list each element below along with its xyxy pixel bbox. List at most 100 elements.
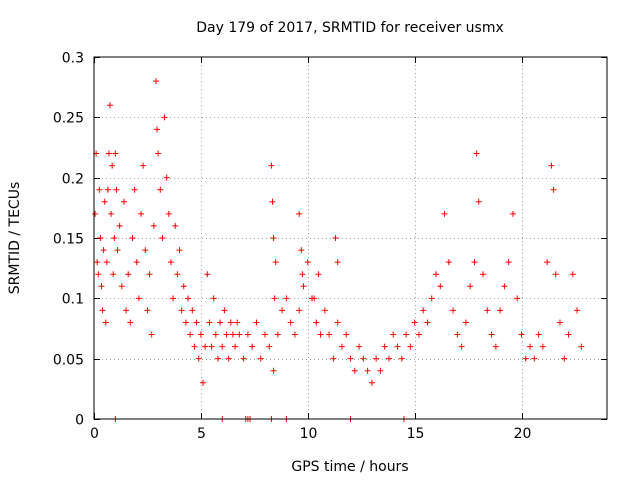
data-point	[556, 319, 563, 326]
data-point	[262, 331, 268, 338]
data-point	[223, 331, 230, 338]
data-point	[411, 319, 418, 326]
data-point	[135, 295, 142, 302]
data-point	[182, 319, 189, 326]
data-point	[488, 331, 495, 338]
data-point	[144, 307, 151, 314]
data-point	[140, 162, 147, 169]
data-point	[368, 379, 375, 386]
data-point	[176, 247, 183, 254]
y-tick-label: 0.3	[62, 51, 84, 67]
data-point	[100, 247, 107, 254]
data-point	[219, 343, 226, 350]
data-point	[240, 355, 247, 362]
data-point	[527, 343, 534, 350]
data-point	[514, 295, 521, 302]
axes: 0 5 10 15 20 0 0.05 0.1 0.15 0.2 0.25 0.3	[53, 51, 607, 442]
data-point	[445, 259, 452, 266]
data-point	[381, 343, 388, 350]
data-point	[113, 186, 120, 193]
data-point	[518, 331, 525, 338]
x-tick-label: 0	[90, 426, 99, 442]
data-point	[210, 295, 217, 302]
data-point	[398, 355, 405, 362]
data-point	[99, 307, 106, 314]
data-point	[120, 198, 127, 205]
y-tick-label: 0.2	[62, 172, 84, 188]
data-point	[174, 271, 181, 278]
data-point	[475, 198, 482, 205]
data-point	[332, 235, 339, 241]
data-point	[212, 331, 219, 338]
data-point	[108, 210, 115, 217]
data-point	[101, 198, 108, 205]
data-point	[214, 355, 221, 362]
data-point	[535, 331, 542, 338]
grid	[94, 57, 607, 419]
x-tick-label: 10	[300, 426, 318, 442]
data-point	[274, 331, 281, 338]
data-point	[98, 283, 105, 290]
data-point	[420, 307, 427, 314]
data-point	[96, 186, 103, 193]
data-point	[272, 259, 279, 266]
data-point	[221, 307, 228, 314]
data-point	[315, 271, 322, 278]
data-point	[347, 355, 354, 362]
data-point	[229, 331, 236, 338]
data-point	[394, 343, 401, 350]
data-point	[561, 355, 568, 362]
data-point	[296, 210, 303, 217]
data-point	[193, 319, 200, 326]
data-point	[253, 319, 260, 326]
x-axis-label: GPS time / hours	[291, 459, 408, 475]
data-point	[458, 343, 465, 350]
data-point	[225, 355, 232, 362]
data-point	[170, 295, 177, 302]
y-tick-label: 0.25	[53, 111, 84, 127]
data-point	[266, 343, 273, 350]
data-point	[471, 259, 478, 266]
data-point	[407, 343, 414, 350]
data-point	[351, 367, 358, 374]
data-point	[271, 295, 278, 302]
data-point	[334, 319, 341, 326]
data-point	[338, 343, 345, 350]
data-point	[127, 319, 134, 326]
y-tick-label: 0.15	[53, 232, 84, 248]
data-point	[107, 102, 114, 109]
data-point	[204, 271, 211, 278]
data-point	[326, 331, 333, 338]
data-point	[270, 235, 277, 241]
data-point	[150, 222, 157, 229]
data-point	[450, 307, 457, 314]
data-point	[102, 319, 109, 326]
data-point	[155, 150, 162, 157]
plot-frame	[93, 56, 608, 420]
data-point	[473, 150, 480, 157]
data-point	[550, 186, 557, 193]
data-point	[377, 367, 384, 374]
data-point	[299, 271, 306, 278]
data-point	[462, 319, 469, 326]
data-point	[95, 271, 102, 278]
y-tick-label: 0.05	[53, 353, 84, 369]
data-point	[505, 259, 512, 266]
data-point	[522, 355, 529, 362]
data-point	[104, 186, 111, 193]
y-tick-label: 0	[75, 413, 84, 429]
data-point	[424, 319, 431, 326]
data-point	[110, 271, 117, 278]
data-point	[129, 235, 136, 241]
data-point	[313, 319, 320, 326]
data-point	[180, 283, 187, 290]
data-point	[112, 150, 119, 157]
data-point	[208, 343, 215, 350]
data-point	[200, 379, 207, 386]
data-point	[501, 283, 508, 290]
data-point	[578, 343, 585, 350]
data-point	[159, 235, 166, 241]
data-point	[257, 355, 264, 362]
data-point	[202, 343, 209, 350]
data-point	[189, 307, 196, 314]
